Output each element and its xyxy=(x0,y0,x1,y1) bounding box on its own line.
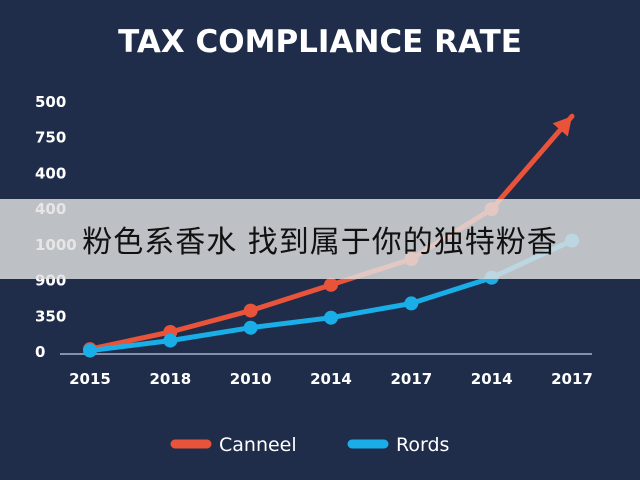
x-tick-label: 2017 xyxy=(551,370,593,388)
axes: 0350900100040040075050020152018201020142… xyxy=(35,93,593,388)
x-tick-label: 2014 xyxy=(310,370,352,388)
y-tick-label: 500 xyxy=(35,93,66,111)
legend-label: Rords xyxy=(396,434,449,456)
data-point xyxy=(324,277,338,292)
data-point xyxy=(83,343,97,358)
data-point xyxy=(243,320,258,335)
x-tick-label: 2015 xyxy=(69,370,111,388)
data-point xyxy=(324,310,338,325)
y-tick-label: 0 xyxy=(35,343,45,361)
y-tick-label: 750 xyxy=(35,129,66,147)
overlay-banner: 粉色系香水 找到属于你的独特粉香 xyxy=(0,199,640,279)
y-tick-label: 400 xyxy=(35,164,66,182)
x-tick-label: 2017 xyxy=(390,370,432,388)
banner-text: 粉色系香水 找到属于你的独特粉香 xyxy=(82,225,558,260)
data-point xyxy=(163,333,178,348)
legend: Canneel Rords xyxy=(170,434,449,456)
x-tick-label: 2010 xyxy=(230,370,272,388)
x-tick-label: 2018 xyxy=(149,370,191,388)
x-tick-label: 2014 xyxy=(471,370,513,388)
y-tick-label: 350 xyxy=(35,307,66,325)
legend-label: Canneel xyxy=(219,434,297,456)
series-arrow-1 xyxy=(552,116,572,137)
data-point xyxy=(243,303,258,318)
chart-title: TAX COMPLIANCE RATE xyxy=(118,24,522,60)
data-point xyxy=(404,296,419,311)
